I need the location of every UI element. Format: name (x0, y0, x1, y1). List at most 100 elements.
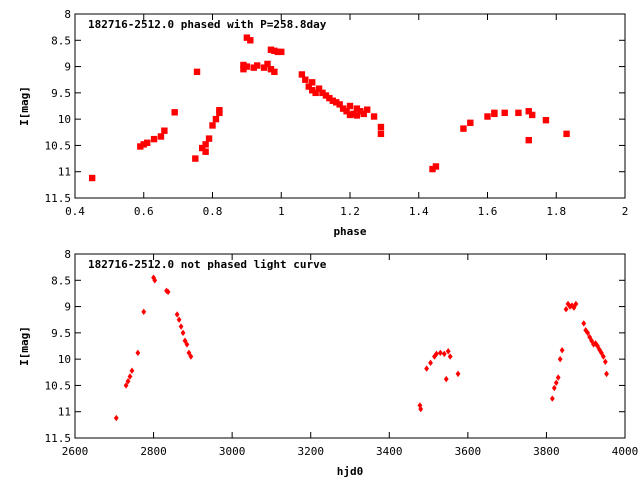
data-point (424, 365, 430, 372)
data-point (151, 274, 156, 281)
data-point (143, 139, 151, 146)
data-point (135, 349, 141, 357)
data-point (312, 89, 319, 97)
data-point (329, 97, 337, 104)
y-tick-label: 11.5 (45, 432, 72, 445)
data-point (129, 367, 135, 374)
data-point (553, 379, 559, 386)
data-point (515, 109, 522, 117)
data-point (443, 375, 449, 383)
data-point (267, 46, 275, 53)
data-point (549, 395, 555, 402)
data-point (336, 101, 343, 108)
data-point (193, 68, 201, 76)
y-tick-label: 9 (64, 301, 71, 314)
y-tick-label: 10 (58, 353, 71, 366)
data-point (278, 48, 285, 56)
data-point (247, 37, 254, 44)
data-point (260, 64, 268, 71)
data-point (298, 71, 306, 78)
data-point (205, 135, 213, 142)
data-point (600, 353, 606, 360)
top-data-points (88, 34, 570, 182)
data-point (243, 34, 251, 41)
data-point (161, 127, 168, 134)
data-point (322, 92, 330, 99)
y-tick-label: 11 (58, 166, 71, 179)
data-point (250, 64, 257, 71)
data-point (319, 89, 326, 97)
x-tick-label: 1.2 (340, 205, 360, 218)
data-point (150, 135, 158, 143)
data-point (491, 110, 498, 118)
y-tick-label: 10.5 (45, 139, 72, 152)
data-point (581, 320, 587, 327)
data-point (542, 116, 550, 124)
bottom-plot-title: 182716-2512.0 not phased light curve (88, 258, 327, 271)
data-point (202, 148, 209, 155)
data-point (88, 174, 96, 182)
y-tick-label: 9 (64, 61, 71, 74)
y-tick-label: 10 (58, 113, 71, 126)
data-point (274, 48, 282, 56)
x-tick-label: 1 (278, 205, 285, 218)
data-point (339, 105, 347, 112)
data-point (353, 112, 361, 119)
data-point (174, 311, 180, 318)
data-point (432, 353, 437, 360)
x-tick-label: 0.8 (203, 205, 223, 218)
data-point (434, 350, 439, 358)
top-plot-title: 182716-2512.0 phased with P=258.8day (88, 18, 327, 31)
data-point (455, 370, 461, 378)
data-point (165, 288, 171, 296)
data-point (346, 102, 354, 110)
data-point (429, 165, 436, 173)
data-point (140, 141, 147, 148)
data-point (308, 87, 316, 94)
x-tick-label: 2 (622, 205, 629, 218)
data-point (432, 163, 440, 170)
y-tick-label: 8.5 (51, 274, 71, 287)
data-point (333, 99, 340, 106)
data-point (353, 105, 361, 112)
y-tick-label: 9.5 (51, 87, 71, 100)
data-point (178, 323, 184, 330)
data-point (216, 109, 223, 117)
bottom-plot-frame (74, 253, 626, 439)
top-panel-phased: 182716-2512.0 phased with P=258.8day pha… (18, 8, 628, 238)
data-point (350, 110, 357, 118)
data-point (551, 384, 557, 392)
data-point (113, 414, 119, 422)
data-point (501, 109, 508, 117)
data-point (525, 136, 532, 144)
y-tick-label: 8 (64, 8, 71, 21)
data-point (585, 329, 591, 337)
data-point (447, 353, 453, 360)
data-point (418, 405, 424, 413)
x-tick-label: 0.6 (134, 205, 154, 218)
data-point (271, 68, 278, 76)
data-point (363, 106, 371, 113)
data-point (157, 133, 165, 140)
data-point (326, 94, 333, 102)
data-point (428, 359, 433, 367)
data-point (604, 370, 609, 378)
bottom-data-points (113, 274, 609, 422)
data-point (125, 378, 131, 385)
data-point (460, 125, 467, 132)
x-tick-label: 3400 (376, 445, 403, 458)
data-point (563, 306, 569, 313)
data-point (528, 111, 536, 119)
data-point (240, 66, 247, 73)
data-point (437, 349, 443, 357)
top-y-axis-label: I[mag] (18, 86, 31, 126)
data-point (188, 353, 194, 360)
data-point (555, 374, 561, 381)
bottom-x-axis-label: hjd0 (337, 465, 364, 478)
data-point (271, 47, 278, 54)
data-point (360, 110, 367, 118)
data-point (315, 85, 323, 92)
y-tick-label: 8 (64, 248, 71, 261)
data-point (212, 115, 220, 123)
data-point (243, 63, 251, 70)
